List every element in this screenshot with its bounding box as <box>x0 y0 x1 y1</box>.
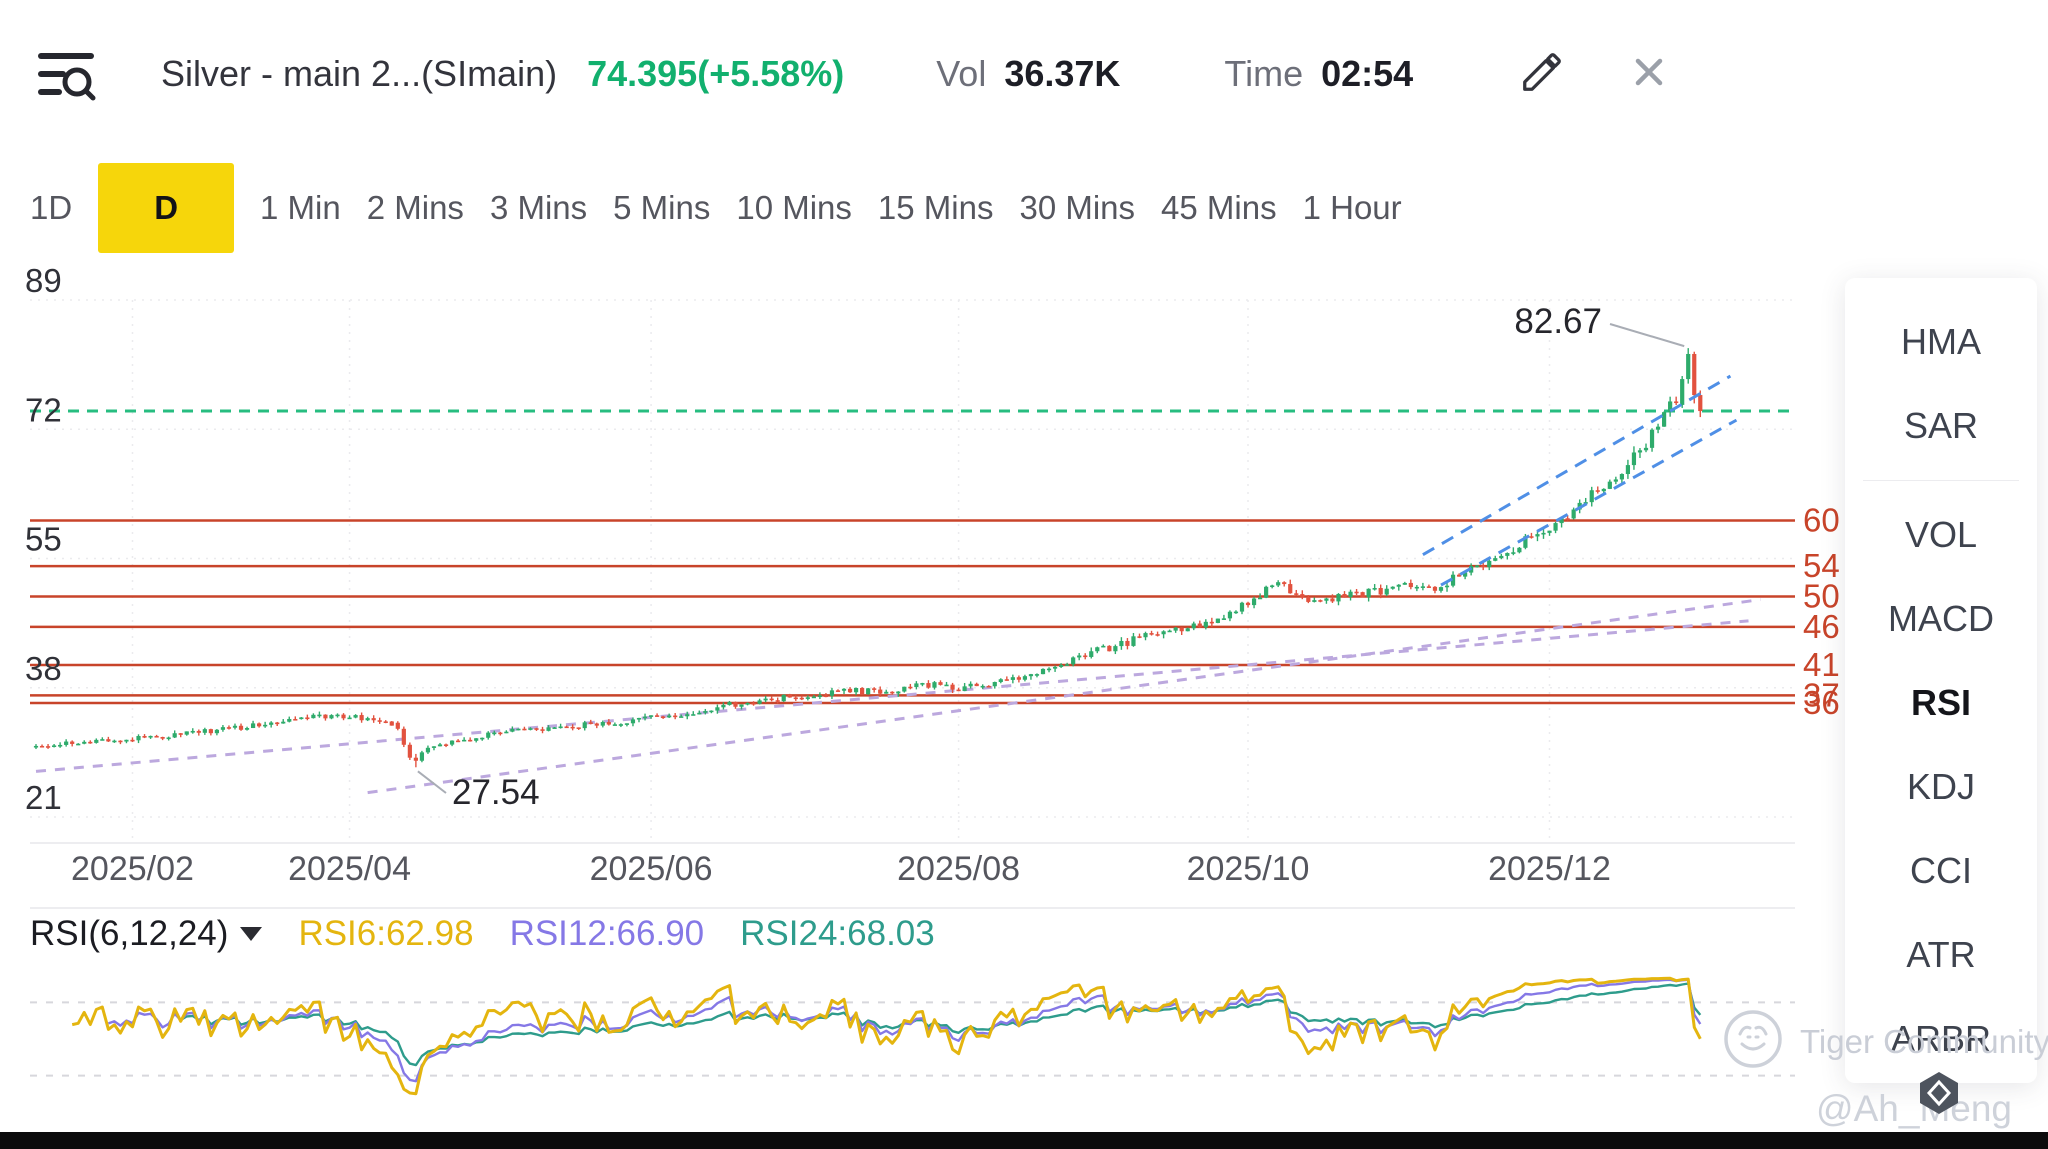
tiger-logo-icon <box>1722 1008 1784 1075</box>
tab-10-mins[interactable]: 10 Mins <box>736 189 852 226</box>
close-icon[interactable] <box>1629 52 1669 97</box>
price-change: 74.395(+5.58%) <box>587 53 845 94</box>
svg-text:21: 21 <box>25 779 62 816</box>
svg-text:72: 72 <box>25 391 62 428</box>
indicator-vol[interactable]: VOL <box>1904 514 1978 555</box>
indicator-macd[interactable]: MACD <box>1888 598 1994 639</box>
hexagon-badge-icon <box>1918 1070 1960 1121</box>
time-label: Time <box>1224 53 1304 94</box>
tab-d[interactable]: D <box>98 163 235 253</box>
time-value: 02:54 <box>1321 53 1414 94</box>
grid-layer <box>30 299 1795 909</box>
svg-text:60: 60 <box>1803 501 1840 538</box>
channel-layer <box>1422 374 1738 587</box>
svg-text:36: 36 <box>1803 684 1840 721</box>
vol-label: Vol <box>936 53 987 94</box>
svg-text:50: 50 <box>1803 578 1840 615</box>
svg-text:27.54: 27.54 <box>452 773 540 812</box>
tab-2-mins[interactable]: 2 Mins <box>366 189 464 226</box>
svg-text:82.67: 82.67 <box>1514 302 1602 341</box>
svg-text:2025/08: 2025/08 <box>897 850 1020 888</box>
rsi24-value: RSI24:68.03 <box>740 914 935 953</box>
rsi-header: RSI(6,12,24) RSI6:62.98 RSI12:66.90 RSI2… <box>30 914 935 954</box>
watchlist-search-icon[interactable] <box>35 46 97 102</box>
panel-divider <box>1863 480 2019 481</box>
edit-icon[interactable] <box>1519 49 1565 100</box>
header: Silver - main 2...(SImain) 74.395(+5.58%… <box>0 26 2048 122</box>
tab-3-mins[interactable]: 3 Mins <box>489 189 588 226</box>
svg-text:37: 37 <box>1803 676 1840 713</box>
sub-indicator-group: VOL MACD RSI KDJ CCI ATR ARBR <box>1845 493 2037 1081</box>
indicator-panel: HMA SAR VOL MACD RSI KDJ CCI ATR ARBR <box>1845 278 2037 1083</box>
rsi-settings-dropdown[interactable]: RSI(6,12,24) <box>30 914 263 954</box>
indicator-atr[interactable]: ATR <box>1906 934 1976 975</box>
indicator-hma[interactable]: HMA <box>1901 321 1981 362</box>
symbol-title: Silver - main 2...(SImain) <box>161 53 558 94</box>
annotations-layer: 82.67 27.54 <box>417 302 1685 812</box>
svg-text:2025/04: 2025/04 <box>288 850 411 888</box>
watermark: Tiger Community <box>1722 1008 2048 1075</box>
tab-1-min[interactable]: 1 Min <box>260 189 341 226</box>
timeframe-tabs: 1D D 1 Min 2 Mins 3 Mins 5 Mins 10 Mins 15 Mins… <box>30 152 1402 264</box>
svg-text:2025/02: 2025/02 <box>71 850 194 888</box>
indicator-kdj[interactable]: KDJ <box>1906 766 1975 807</box>
svg-text:46: 46 <box>1803 608 1840 645</box>
svg-text:41: 41 <box>1803 646 1840 683</box>
svg-text:54: 54 <box>1803 547 1840 584</box>
indicator-cci[interactable]: CCI <box>1910 850 1972 891</box>
tab-5-mins[interactable]: 5 Mins <box>613 189 711 226</box>
indicator-arbr[interactable]: ARBR <box>1890 1018 1992 1059</box>
rsi-pane-layer <box>30 976 1795 1096</box>
caret-down-icon <box>240 927 263 941</box>
svg-text:2025/10: 2025/10 <box>1187 850 1310 888</box>
svg-text:55: 55 <box>25 521 62 558</box>
rsi12-value: RSI12:66.90 <box>509 914 705 953</box>
tab-30-mins[interactable]: 30 Mins <box>1019 189 1136 226</box>
svg-text:2025/06: 2025/06 <box>590 850 713 888</box>
watermark-text: Tiger Community <box>1800 1022 2048 1060</box>
tab-1-hour[interactable]: 1 Hour <box>1302 189 1402 226</box>
username-watermark: @Ah_Meng <box>1816 1088 2012 1129</box>
tab-15-mins[interactable]: 15 Mins <box>877 189 994 226</box>
rsi-label-text: RSI(6,12,24) <box>30 914 229 953</box>
indicator-sar[interactable]: SAR <box>1903 405 1979 446</box>
svg-text:2025/12: 2025/12 <box>1488 850 1611 888</box>
tab-1d[interactable]: 1D <box>30 189 73 226</box>
trendlines-layer <box>30 409 1795 795</box>
overlay-indicator-group: HMA SAR <box>1845 300 2037 468</box>
rsi6-value: RSI6:62.98 <box>298 914 474 953</box>
svg-text:38: 38 <box>25 650 62 687</box>
indicator-rsi[interactable]: RSI <box>1910 682 1971 723</box>
bottom-bar <box>0 1132 2048 1149</box>
tab-45-mins[interactable]: 45 Mins <box>1161 189 1277 226</box>
candles-layer <box>33 348 1703 768</box>
svg-text:89: 89 <box>25 262 62 299</box>
vol-value: 36.37K <box>1004 53 1121 94</box>
